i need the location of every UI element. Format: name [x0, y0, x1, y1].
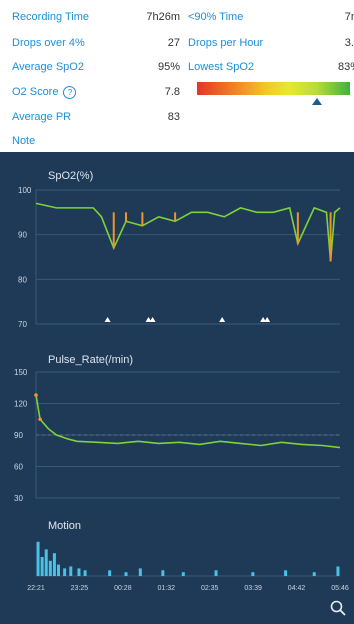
lowest-spo2-label: Lowest SpO2	[188, 61, 255, 73]
spo2-series-line	[35, 202, 341, 262]
o2-score-marker-icon	[312, 98, 322, 105]
average-pr-label: Average PR	[12, 111, 72, 123]
spo2-y-tick-label: 80	[18, 275, 27, 284]
spo2-y-tick-label: 70	[18, 320, 27, 329]
spo2-drop-event-marker	[145, 317, 152, 322]
x-axis-tick-label: 23:25	[71, 585, 89, 592]
summary-row-4: O2 Score? 7.8	[0, 81, 354, 103]
o2-score-label: O2 Score?	[12, 81, 77, 103]
motion-bar	[138, 568, 142, 576]
x-axis-tick-label: 02:35	[201, 585, 219, 592]
pulse-y-tick-label: 90	[14, 431, 23, 440]
motion-bar	[36, 541, 40, 576]
motion-bar	[44, 549, 48, 576]
help-icon[interactable]: ?	[63, 85, 77, 99]
spo2-y-tick-label: 90	[18, 231, 27, 240]
pulse-y-tick-label: 30	[14, 494, 23, 503]
o2-score-label-text: O2 Score	[12, 86, 59, 98]
recording-time-label: Recording Time	[12, 11, 90, 23]
spo2-y-tick-label: 100	[18, 186, 32, 195]
pulse-series-line	[35, 394, 341, 449]
pulse-high-point	[38, 417, 42, 422]
x-axis-tick-label: 04:42	[288, 585, 306, 592]
x-axis-tick-label: 05:46	[331, 585, 349, 592]
x-axis-tick-label: 03:39	[244, 585, 262, 592]
summary-row-1: Recording Time 7h26m <90% Time 7m	[0, 6, 354, 28]
below-90-time-label: <90% Time	[188, 11, 244, 23]
summary-row-3: Average SpO2 95% Lowest SpO2 83%	[0, 56, 354, 78]
below-90-time-value: 7m	[344, 11, 354, 23]
average-spo2-label: Average SpO2	[12, 61, 84, 73]
pulse-y-tick-label: 120	[14, 400, 28, 409]
average-pr-value: 83	[167, 111, 180, 123]
motion-bar	[124, 572, 128, 576]
motion-bar	[251, 572, 255, 576]
recording-time-value: 7h26m	[146, 11, 180, 23]
pulse-y-tick-label: 150	[14, 368, 28, 377]
spo2-panel: SpO2(%)	[0, 164, 354, 344]
motion-bar	[40, 557, 44, 576]
motion-bar	[336, 566, 340, 576]
pulse-chart-title: Pulse_Rate(/min)	[48, 354, 133, 366]
pulse-high-point	[34, 393, 38, 397]
spo2-drop-event-marker	[260, 317, 267, 322]
average-spo2-value: 95%	[157, 61, 180, 73]
spo2-drop-event-marker	[264, 317, 271, 322]
motion-panel: Motion	[0, 514, 354, 594]
o2-score-value: 7.8	[164, 86, 180, 98]
pulse-y-tick-label: 60	[14, 463, 23, 472]
motion-bar	[57, 564, 61, 576]
motion-bar	[63, 568, 67, 576]
drops-per-hour-value: 3.6	[344, 37, 354, 49]
motion-bar	[83, 570, 87, 576]
motion-bar	[161, 570, 165, 576]
motion-bar	[48, 560, 52, 576]
summary-row-5: Average PR 83	[0, 106, 354, 128]
motion-bar	[312, 572, 316, 576]
spo2-chart: 100 90 80 70	[18, 186, 341, 329]
drops-over-4-label: Drops over 4%	[12, 37, 85, 49]
spo2-chart-title: SpO2(%)	[48, 170, 94, 182]
pulse-chart: 150 120 90 60 30	[14, 368, 341, 503]
motion-bar	[214, 570, 218, 576]
note-label[interactable]: Note	[12, 135, 36, 147]
summary-row-6: Note	[0, 130, 354, 152]
motion-bar	[108, 570, 112, 576]
lowest-spo2-value: 83%	[337, 61, 354, 73]
motion-bar	[77, 568, 81, 576]
drops-over-4-value: 27	[167, 37, 180, 49]
motion-chart-title: Motion	[48, 520, 82, 532]
motion-chart: 22:21 23:25 00:28 01:32 02:35 03:39 04:42 05:46	[27, 541, 349, 592]
motion-bar	[69, 566, 73, 576]
magnifier-icon[interactable]	[330, 600, 346, 616]
x-axis-tick-label: 00:28	[114, 585, 132, 592]
spo2-drop-event-marker	[104, 317, 111, 322]
spo2-drop-event-marker	[149, 317, 156, 322]
pulse-panel: Pulse_Rate(/min)	[0, 348, 354, 510]
motion-bar	[52, 553, 56, 576]
motion-bar	[181, 572, 185, 576]
drops-per-hour-label: Drops per Hour	[188, 37, 264, 49]
spo2-drop-event-marker	[219, 317, 226, 322]
x-axis-tick-label: 22:21	[27, 585, 45, 592]
summary-panel: Recording Time 7h26m <90% Time 7m Drops …	[0, 0, 354, 152]
summary-row-2: Drops over 4% 27 Drops per Hour 3.6	[0, 32, 354, 54]
motion-bar	[284, 570, 288, 576]
o2-score-scale-bar	[197, 82, 350, 95]
x-axis-tick-label: 01:32	[158, 585, 176, 592]
